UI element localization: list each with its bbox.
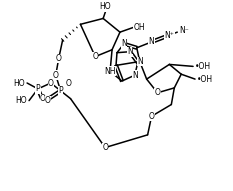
Text: N: N xyxy=(121,39,127,48)
Text: O: O xyxy=(149,112,154,121)
Text: O: O xyxy=(48,79,54,87)
Text: O: O xyxy=(40,94,46,103)
Text: O: O xyxy=(102,143,108,152)
Text: NH: NH xyxy=(104,67,116,76)
Text: O: O xyxy=(56,54,62,63)
Text: N⁺: N⁺ xyxy=(164,31,174,40)
Text: N⁻: N⁻ xyxy=(179,26,189,35)
Text: O: O xyxy=(53,71,59,80)
Text: OH: OH xyxy=(134,23,145,32)
Text: •OH: •OH xyxy=(195,62,211,71)
Text: O: O xyxy=(66,79,72,87)
Text: P: P xyxy=(58,86,63,95)
Text: N: N xyxy=(132,71,138,80)
Text: O: O xyxy=(45,96,51,105)
Text: P: P xyxy=(36,84,40,93)
Text: N: N xyxy=(127,47,133,56)
Text: HO: HO xyxy=(14,79,25,87)
Text: N: N xyxy=(149,37,154,46)
Text: •OH: •OH xyxy=(197,75,213,84)
Text: O: O xyxy=(92,52,98,61)
Text: N: N xyxy=(137,57,143,66)
Text: HO: HO xyxy=(15,96,27,105)
Text: HO: HO xyxy=(99,2,111,11)
Text: O: O xyxy=(154,88,161,97)
